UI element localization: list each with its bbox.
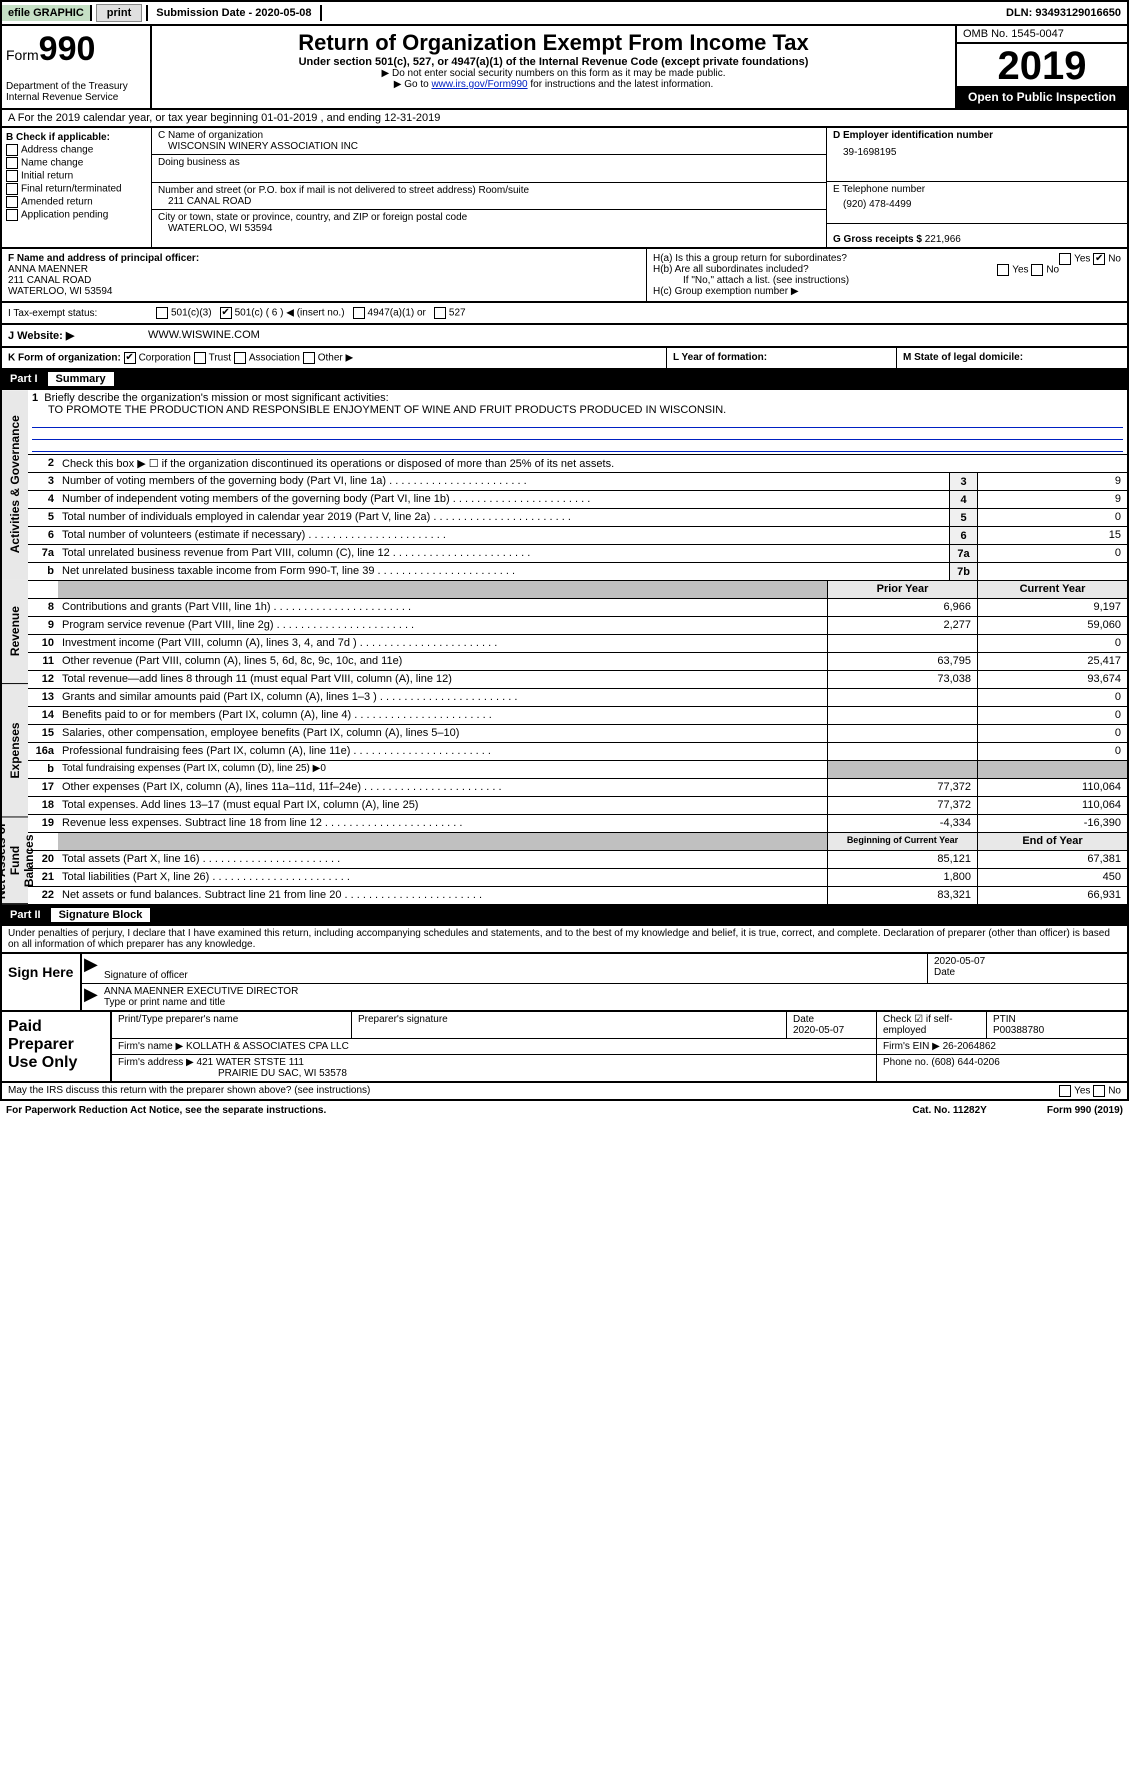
vtab-expenses: Expenses bbox=[2, 684, 28, 817]
year-formation: L Year of formation: bbox=[667, 348, 897, 368]
cb-final-return[interactable]: Final return/terminated bbox=[6, 183, 147, 195]
vtab-netassets: Net Assets or Fund Balances bbox=[2, 818, 28, 904]
header-left: Form990 Department of the Treasury Inter… bbox=[2, 26, 152, 108]
vertical-tabs: Activities & Governance Revenue Expenses… bbox=[2, 390, 28, 904]
ein-label: D Employer identification number bbox=[833, 130, 1121, 141]
street-address: 211 CANAL ROAD bbox=[158, 196, 820, 207]
cb-initial-return[interactable]: Initial return bbox=[6, 170, 147, 182]
principal-officer: F Name and address of principal officer:… bbox=[2, 249, 647, 301]
submission-date: Submission Date - 2020-05-08 bbox=[146, 5, 321, 21]
cb-app-pending[interactable]: Application pending bbox=[6, 209, 147, 221]
sign-here-label: Sign Here bbox=[2, 954, 82, 1010]
vtab-revenue: Revenue bbox=[2, 579, 28, 684]
dept-treasury: Department of the Treasury Internal Reve… bbox=[6, 81, 146, 103]
org-name-label: C Name of organization bbox=[158, 130, 820, 141]
col-b-header: B Check if applicable: bbox=[6, 132, 147, 143]
state-domicile: M State of legal domicile: bbox=[897, 348, 1127, 368]
form-title: Return of Organization Exempt From Incom… bbox=[156, 30, 951, 56]
ssn-note: ▶ Do not enter social security numbers o… bbox=[156, 68, 951, 79]
part1-body: Activities & Governance Revenue Expenses… bbox=[0, 390, 1129, 906]
tax-status-row: I Tax-exempt status: 501(c)(3) ✔501(c) (… bbox=[0, 303, 1129, 325]
entity-block: B Check if applicable: Address change Na… bbox=[0, 128, 1129, 249]
footer-row: For Paperwork Reduction Act Notice, see … bbox=[0, 1101, 1129, 1120]
open-inspection: Open to Public Inspection bbox=[957, 86, 1127, 108]
paid-label: Paid Preparer Use Only bbox=[2, 1012, 112, 1081]
cb-527[interactable]: 527 bbox=[434, 307, 466, 319]
paid-preparer-block: Paid Preparer Use Only Print/Type prepar… bbox=[0, 1012, 1129, 1083]
discuss-row: May the IRS discuss this return with the… bbox=[0, 1083, 1129, 1101]
col-b-checkboxes: B Check if applicable: Address change Na… bbox=[2, 128, 152, 247]
dba-label: Doing business as bbox=[158, 157, 820, 168]
form-number: 990 bbox=[39, 30, 96, 68]
sign-block: Sign Here ▶ Signature of officer 2020-05… bbox=[0, 954, 1129, 1012]
arrow-icon: ▶ bbox=[82, 954, 98, 983]
cb-4947[interactable]: 4947(a)(1) or bbox=[353, 307, 426, 319]
goto-note: ▶ Go to www.irs.gov/Form990 for instruct… bbox=[156, 79, 951, 90]
cb-501c[interactable]: ✔501(c) ( 6 ) ◀ (insert no.) bbox=[220, 307, 345, 319]
h-block: H(a) Is this a group return for subordin… bbox=[647, 249, 1127, 301]
form-word: Form bbox=[6, 47, 39, 63]
cb-name-change[interactable]: Name change bbox=[6, 157, 147, 169]
city-state-zip: WATERLOO, WI 53594 bbox=[158, 223, 820, 234]
form-subtitle: Under section 501(c), 527, or 4947(a)(1)… bbox=[156, 56, 951, 68]
gross-value: 221,966 bbox=[925, 234, 961, 245]
phone-label: E Telephone number bbox=[833, 184, 1121, 195]
form-of-org: K Form of organization: ✔Corporation Tru… bbox=[2, 348, 667, 368]
dln-label: DLN: 93493129016650 bbox=[1000, 5, 1127, 21]
city-label: City or town, state or province, country… bbox=[158, 212, 820, 223]
part2-header: Part II Signature Block bbox=[0, 906, 1129, 926]
website-row: J Website: ▶ WWW.WISWINE.COM bbox=[0, 325, 1129, 348]
col-defg: D Employer identification number 39-1698… bbox=[827, 128, 1127, 247]
vtab-activities: Activities & Governance bbox=[2, 390, 28, 579]
header-right: OMB No. 1545-0047 2019 Open to Public In… bbox=[957, 26, 1127, 108]
col-c-name-addr: C Name of organization WISCONSIN WINERY … bbox=[152, 128, 827, 247]
cb-501c3[interactable]: 501(c)(3) bbox=[156, 307, 212, 319]
ein-value: 39-1698195 bbox=[833, 141, 1121, 158]
org-name: WISCONSIN WINERY ASSOCIATION INC bbox=[158, 141, 820, 152]
part1-header: Part I Summary bbox=[0, 370, 1129, 390]
mission-text: TO PROMOTE THE PRODUCTION AND RESPONSIBL… bbox=[32, 404, 1123, 416]
omb-number: OMB No. 1545-0047 bbox=[957, 26, 1127, 44]
lines-container: 1 Briefly describe the organization's mi… bbox=[28, 390, 1127, 904]
row-a-period: A For the 2019 calendar year, or tax yea… bbox=[0, 110, 1129, 128]
top-bar: efile GRAPHIC print Submission Date - 20… bbox=[0, 0, 1129, 26]
form-header: Form990 Department of the Treasury Inter… bbox=[0, 26, 1129, 110]
arrow-icon: ▶ bbox=[82, 984, 98, 1010]
klm-row: K Form of organization: ✔Corporation Tru… bbox=[0, 348, 1129, 370]
phone-value: (920) 478-4499 bbox=[833, 195, 1121, 210]
penalty-text: Under penalties of perjury, I declare th… bbox=[0, 926, 1129, 954]
row-f-h: F Name and address of principal officer:… bbox=[0, 249, 1129, 303]
print-button[interactable]: print bbox=[96, 4, 142, 22]
cb-address-change[interactable]: Address change bbox=[6, 144, 147, 156]
irs-link[interactable]: www.irs.gov/Form990 bbox=[431, 79, 527, 90]
cb-amended[interactable]: Amended return bbox=[6, 196, 147, 208]
header-title-block: Return of Organization Exempt From Incom… bbox=[152, 26, 957, 108]
efile-label: efile GRAPHIC bbox=[2, 5, 92, 21]
website-value: WWW.WISWINE.COM bbox=[148, 329, 260, 342]
gross-label: G Gross receipts $ bbox=[833, 234, 922, 245]
addr-label: Number and street (or P.O. box if mail i… bbox=[158, 185, 820, 196]
tax-year: 2019 bbox=[957, 44, 1127, 86]
